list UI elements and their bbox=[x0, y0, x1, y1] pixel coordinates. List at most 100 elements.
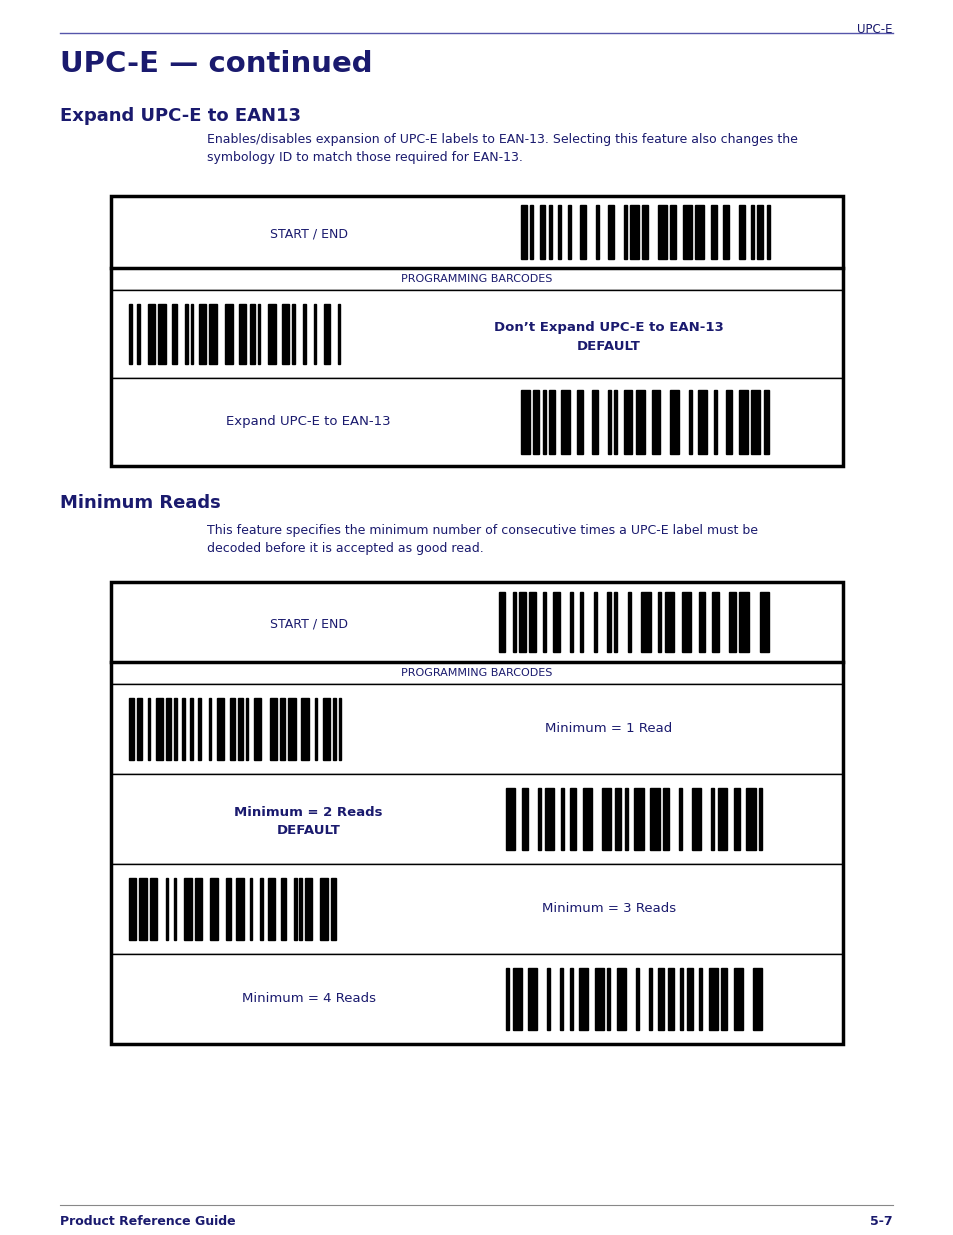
Bar bbox=[662, 788, 669, 850]
Text: Don’t Expand UPC-E to EAN-13: Don’t Expand UPC-E to EAN-13 bbox=[494, 321, 723, 335]
Bar bbox=[759, 788, 761, 850]
Bar bbox=[710, 205, 716, 259]
Bar bbox=[303, 304, 305, 364]
Bar bbox=[304, 878, 312, 940]
Bar bbox=[607, 205, 614, 259]
Bar bbox=[617, 968, 625, 1030]
Bar bbox=[172, 304, 176, 364]
Text: 5-7: 5-7 bbox=[869, 1215, 892, 1228]
Bar bbox=[506, 788, 515, 850]
Bar bbox=[225, 304, 233, 364]
Bar bbox=[579, 592, 583, 652]
Bar bbox=[570, 788, 576, 850]
Bar bbox=[250, 878, 252, 940]
Text: This feature specifies the minimum number of consecutive times a UPC-E label mus: This feature specifies the minimum numbe… bbox=[207, 524, 758, 555]
Bar bbox=[739, 592, 748, 652]
Bar bbox=[299, 878, 301, 940]
Bar bbox=[629, 205, 638, 259]
Bar bbox=[280, 698, 285, 760]
Bar bbox=[209, 698, 211, 760]
Bar bbox=[713, 390, 716, 454]
Bar bbox=[560, 390, 570, 454]
Bar bbox=[210, 878, 217, 940]
Bar bbox=[658, 592, 660, 652]
Bar bbox=[129, 698, 134, 760]
Bar bbox=[294, 878, 296, 940]
Bar bbox=[111, 268, 842, 290]
Bar bbox=[745, 788, 755, 850]
Text: Minimum = 2 Reads: Minimum = 2 Reads bbox=[234, 805, 382, 819]
Bar bbox=[111, 953, 842, 1044]
Bar bbox=[506, 968, 509, 1030]
Bar bbox=[520, 205, 526, 259]
Text: START / END: START / END bbox=[270, 618, 347, 631]
Bar bbox=[533, 390, 538, 454]
Bar bbox=[322, 698, 330, 760]
Text: DEFAULT: DEFAULT bbox=[276, 825, 340, 837]
Text: Minimum = 4 Reads: Minimum = 4 Reads bbox=[241, 993, 375, 1005]
Bar bbox=[194, 878, 202, 940]
Bar bbox=[174, 698, 176, 760]
Bar bbox=[636, 968, 639, 1030]
Bar bbox=[578, 968, 587, 1030]
Bar bbox=[762, 390, 769, 454]
Bar bbox=[607, 592, 610, 652]
Bar bbox=[198, 698, 200, 760]
Bar bbox=[111, 378, 842, 466]
Bar bbox=[237, 698, 243, 760]
Bar bbox=[314, 304, 316, 364]
Bar bbox=[607, 968, 610, 1030]
Bar bbox=[246, 698, 248, 760]
Bar bbox=[111, 582, 842, 662]
Bar bbox=[679, 968, 682, 1030]
Bar bbox=[190, 698, 193, 760]
Bar bbox=[301, 698, 309, 760]
Bar bbox=[658, 205, 666, 259]
Bar bbox=[281, 304, 289, 364]
Bar bbox=[111, 864, 842, 953]
Bar bbox=[691, 788, 700, 850]
Bar bbox=[720, 968, 726, 1030]
Bar bbox=[695, 205, 703, 259]
Bar bbox=[166, 698, 171, 760]
Bar bbox=[230, 698, 234, 760]
Bar bbox=[698, 592, 704, 652]
Bar bbox=[570, 592, 573, 652]
Bar bbox=[738, 390, 747, 454]
Bar bbox=[129, 878, 136, 940]
Text: Expand UPC-E to EAN-13: Expand UPC-E to EAN-13 bbox=[226, 415, 391, 429]
Bar bbox=[558, 205, 560, 259]
Bar bbox=[623, 205, 626, 259]
Bar bbox=[137, 304, 139, 364]
Bar bbox=[111, 196, 842, 466]
Text: PROGRAMMING BARCODES: PROGRAMMING BARCODES bbox=[401, 274, 552, 284]
Bar bbox=[595, 968, 603, 1030]
Bar bbox=[268, 304, 275, 364]
Text: UPC-E: UPC-E bbox=[857, 23, 892, 36]
Bar bbox=[253, 698, 261, 760]
Bar bbox=[111, 684, 842, 774]
Bar bbox=[111, 582, 842, 1044]
Bar bbox=[738, 205, 744, 259]
Bar bbox=[537, 788, 540, 850]
Bar bbox=[512, 592, 516, 652]
Bar bbox=[627, 592, 630, 652]
Bar bbox=[137, 698, 142, 760]
Bar bbox=[250, 304, 254, 364]
Bar bbox=[595, 205, 598, 259]
Bar bbox=[520, 390, 529, 454]
Bar bbox=[518, 592, 525, 652]
Bar bbox=[717, 788, 726, 850]
Bar bbox=[766, 205, 769, 259]
Bar bbox=[528, 968, 537, 1030]
Bar bbox=[682, 205, 691, 259]
Bar bbox=[148, 304, 155, 364]
Bar bbox=[722, 205, 728, 259]
Bar bbox=[320, 878, 328, 940]
Bar bbox=[184, 878, 192, 940]
Bar bbox=[567, 205, 570, 259]
Bar bbox=[641, 205, 647, 259]
Bar bbox=[292, 304, 294, 364]
Bar bbox=[708, 968, 717, 1030]
Bar bbox=[728, 592, 735, 652]
